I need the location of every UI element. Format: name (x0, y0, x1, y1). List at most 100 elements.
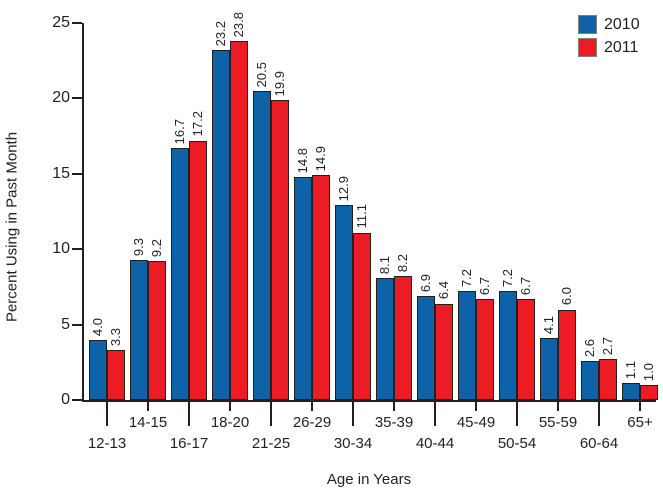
bar-2010-35-39 (376, 277, 394, 400)
legend-item-2010: 2010 (578, 15, 640, 34)
legend: 2010 2011 (578, 15, 640, 57)
bar-2011-14-15 (148, 261, 166, 400)
bar-2010-55-59 (540, 338, 558, 400)
bar-value-label-2011-60-64: 2.7 (599, 337, 615, 356)
bar-2010-65+ (622, 383, 640, 400)
bar-value-label-2011-65+: 1.0 (640, 362, 656, 381)
x-category-label-30-34: 30-34 (333, 435, 373, 452)
x-tick-35-39 (393, 402, 395, 411)
x-tick-16-17 (188, 402, 190, 426)
x-category-label-26-29: 26-29 (292, 414, 332, 431)
bar-2011-35-39 (394, 276, 412, 400)
bar-slot-2011-18-20: 23.8 (230, 12, 248, 400)
bar-group-16-17: 16.7 17.2 (171, 23, 207, 400)
bar-group-30-34: 12.9 11.1 (335, 23, 371, 400)
y-tick-label-0: 0 (61, 391, 70, 408)
bar-group-65+: 1.1 1.0 (622, 23, 658, 400)
x-tick-40-44 (434, 402, 436, 426)
x-tick-26-29 (311, 402, 313, 411)
bar-2011-30-34 (353, 232, 371, 400)
y-tick-label-20: 20 (52, 89, 70, 107)
x-tick-30-34 (352, 402, 354, 426)
x-category-label-50-54: 50-54 (497, 435, 537, 452)
bar-group-60-64: 2.6 2.7 (581, 23, 617, 400)
legend-label-2010: 2010 (604, 15, 640, 33)
legend-item-2011: 2011 (578, 38, 640, 57)
bar-slot-2011-26-29: 14.9 (312, 23, 330, 400)
x-tick-55-59 (557, 402, 559, 411)
bar-slot-2010-18-20: 23.2 (212, 20, 230, 400)
x-tick-18-20 (229, 402, 231, 411)
bar-value-label-2011-35-39: 8.2 (394, 254, 410, 273)
bar-slot-2010-45-49: 7.2 (458, 23, 476, 400)
bar-slot-2011-45-49: 6.7 (476, 23, 494, 400)
bar-slot-2011-21-25: 19.9 (271, 23, 289, 400)
bar-2011-12-13 (107, 350, 125, 400)
bar-group-18-20: 23.2 23.8 (212, 12, 248, 400)
x-axis: 12-13 14-15 16-17 18-20 21-25 26-29 30-34 35-39… (84, 400, 656, 462)
bar-2011-65+ (640, 384, 658, 400)
bar-value-label-2010-65+: 1.1 (622, 361, 638, 380)
bar-2010-16-17 (171, 148, 189, 400)
bar-slot-2010-30-34: 12.9 (335, 23, 353, 400)
bar-group-12-13: 4.0 3.3 (89, 23, 125, 400)
bar-value-label-2011-40-44: 6.4 (435, 281, 451, 300)
bar-value-label-2010-35-39: 8.1 (376, 255, 392, 274)
x-category-label-55-59: 55-59 (538, 414, 578, 431)
bar-slot-2011-40-44: 6.4 (435, 23, 453, 400)
bar-2011-60-64 (599, 359, 617, 400)
x-tick-50-54 (516, 402, 518, 426)
bar-slot-2010-55-59: 4.1 (540, 23, 558, 400)
bar-slot-2011-30-34: 11.1 (353, 23, 371, 400)
bar-value-label-2010-18-20: 23.2 (212, 20, 228, 47)
x-category-label-12-13: 12-13 (87, 435, 127, 452)
y-tick-label-10: 10 (52, 240, 70, 258)
bar-2010-26-29 (294, 176, 312, 400)
bar-value-label-2011-55-59: 6.0 (558, 287, 574, 306)
y-tick-5 (72, 323, 82, 326)
x-category-label-21-25: 21-25 (251, 435, 291, 452)
bar-group-14-15: 9.3 9.2 (130, 23, 166, 400)
y-tick-label-25: 25 (52, 14, 70, 31)
bar-group-50-54: 7.2 6.7 (499, 23, 535, 400)
bar-value-label-2011-16-17: 17.2 (189, 111, 205, 137)
bar-2011-18-20 (230, 41, 248, 400)
bar-value-label-2011-12-13: 3.3 (107, 328, 123, 347)
bar-slot-2010-60-64: 2.6 (581, 23, 599, 400)
bar-slot-2010-12-13: 4.0 (89, 23, 107, 400)
bar-value-label-2010-40-44: 6.9 (417, 273, 433, 292)
bar-group-55-59: 4.1 6.0 (540, 23, 576, 400)
x-tick-12-13 (106, 402, 108, 426)
bar-value-label-2010-55-59: 4.1 (540, 316, 556, 335)
bar-slot-2010-16-17: 16.7 (171, 23, 189, 400)
bar-2011-55-59 (558, 309, 576, 400)
plot-area: 0 5 10 15 20 25 4.0 3.3 9.3 9.2 16.7 17.2 23.2 23.8 2… (52, 12, 658, 452)
bar-value-label-2011-30-34: 11.1 (353, 204, 369, 229)
bar-2011-16-17 (189, 140, 207, 400)
y-tick-20 (72, 97, 82, 100)
bar-value-label-2010-14-15: 9.3 (130, 237, 146, 256)
x-category-label-65+: 65+ (627, 414, 653, 431)
bar-slot-2011-16-17: 17.2 (189, 23, 207, 400)
x-tick-45-49 (475, 402, 477, 411)
bar-2011-50-54 (517, 298, 535, 400)
bar-2010-60-64 (581, 360, 599, 400)
legend-swatch-2011 (578, 38, 597, 57)
bar-2011-21-25 (271, 99, 289, 400)
bar-value-label-2011-26-29: 14.9 (312, 146, 328, 172)
bar-2011-26-29 (312, 175, 330, 400)
bar-slot-2011-55-59: 6.0 (558, 23, 576, 400)
bar-value-label-2011-50-54: 6.7 (517, 276, 533, 295)
y-tick-15 (72, 172, 82, 175)
bar-slot-2010-65+: 1.1 (622, 23, 640, 400)
x-axis-title: Age in Years (326, 471, 412, 488)
bar-slot-2010-26-29: 14.8 (294, 23, 312, 400)
bar-slot-2010-40-44: 6.9 (417, 23, 435, 400)
bars-container: 4.0 3.3 9.3 9.2 16.7 17.2 23.2 23.8 20.5 19.9 14.8… (84, 12, 658, 400)
bar-slot-2010-50-54: 7.2 (499, 23, 517, 400)
legend-label-2011: 2011 (604, 38, 639, 56)
x-category-label-40-44: 40-44 (415, 435, 455, 452)
bar-slot-2011-12-13: 3.3 (107, 23, 125, 400)
bar-2010-14-15 (130, 259, 148, 400)
bar-group-26-29: 14.8 14.9 (294, 23, 330, 400)
